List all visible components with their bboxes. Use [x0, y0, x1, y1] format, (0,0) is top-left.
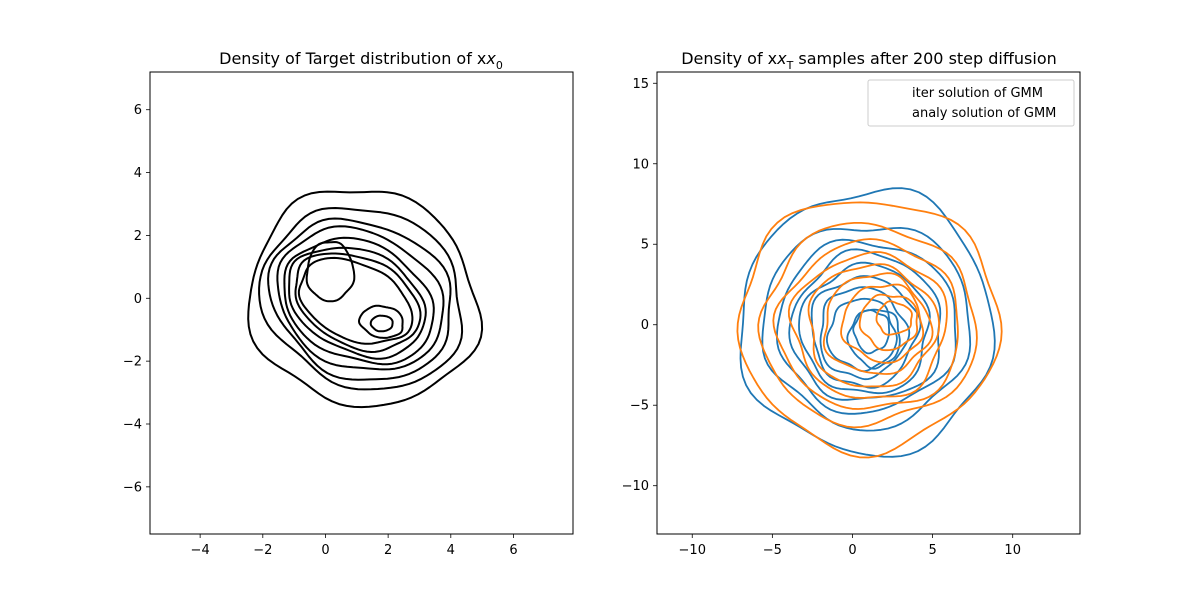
left-x-tick-label: −2	[253, 543, 272, 558]
right-y-tick-label: 15	[632, 77, 649, 92]
left-y-tick-label: 6	[134, 103, 142, 118]
right-contour-line-series-2	[822, 272, 934, 375]
right-chart-axes-frame	[656, 71, 1081, 535]
right-y-tick-label: −10	[622, 479, 649, 494]
legend-entry-analy: analy solution of GMM	[912, 106, 1056, 121]
right-contour-line-series-2	[807, 263, 940, 388]
right-contour-line-series-2	[858, 293, 918, 352]
left-y-tick-label: 2	[134, 229, 142, 244]
right-contour-line-series-2	[875, 300, 913, 336]
left-chart-contours	[247, 190, 484, 409]
right-contour-line-series-2	[787, 251, 948, 399]
right-y-tick-label: 0	[641, 318, 649, 333]
left-contour-line	[283, 236, 435, 366]
right-contour-line-series-2	[772, 238, 959, 410]
right-chart-panel: Density of xxT samples after 200 step di…	[622, 49, 1081, 558]
left-contour-line	[369, 314, 394, 333]
left-y-tick-label: −6	[123, 480, 142, 495]
legend: iter solution of GMM analy solution of G…	[867, 79, 1075, 127]
left-x-tick-label: 6	[509, 543, 517, 558]
left-contour-line	[258, 207, 464, 391]
right-x-tick-label: −5	[763, 543, 782, 558]
left-y-tick-label: 0	[134, 292, 142, 307]
right-contour-line-series-1	[826, 297, 898, 373]
left-x-tick-label: 4	[447, 543, 455, 558]
right-chart-ticks: −10 −5 0 5 10 −10 −5 0 5 10 15	[622, 77, 1021, 558]
right-contour-line-series-1	[819, 286, 911, 381]
left-y-tick-label: −2	[123, 355, 142, 370]
left-contour-line	[305, 241, 356, 303]
right-contour-line-series-1	[776, 238, 957, 415]
right-y-tick-label: 5	[641, 238, 649, 253]
left-chart-ticks: −4 −2 0 2 4 6 −6 −4 −2 0 2 4 6	[123, 103, 518, 558]
left-contour-line	[276, 225, 445, 371]
left-x-tick-label: −4	[191, 543, 210, 558]
left-contour-line	[358, 304, 404, 339]
left-contour-line	[288, 246, 427, 360]
left-x-tick-label: 2	[384, 543, 392, 558]
left-contour-line	[247, 190, 484, 409]
right-contour-line-series-1	[739, 187, 996, 458]
right-contour-line-series-1	[798, 261, 931, 395]
right-y-tick-label: −5	[630, 399, 649, 414]
left-y-tick-label: −4	[123, 418, 142, 433]
left-chart-panel: Density of Target distribution of xx0 −4…	[123, 49, 574, 558]
right-contour-line-series-2	[736, 201, 1003, 459]
right-contour-line-series-1	[761, 227, 972, 432]
right-x-tick-label: −10	[679, 543, 706, 558]
left-x-tick-label: 0	[321, 543, 329, 558]
left-chart-title: Density of Target distribution of xx0	[219, 49, 503, 72]
right-contour-line-series-1	[788, 248, 942, 401]
right-contour-line-series-2	[840, 283, 925, 364]
right-x-tick-label: 10	[1004, 543, 1021, 558]
right-x-tick-label: 5	[928, 543, 936, 558]
right-x-tick-label: 0	[848, 543, 856, 558]
left-contour-line	[297, 256, 414, 345]
left-contour-line	[267, 217, 452, 381]
left-y-tick-label: 4	[134, 166, 142, 181]
right-y-tick-label: 10	[632, 157, 649, 172]
right-chart-contours	[736, 187, 1003, 459]
right-contour-line-series-2	[757, 222, 978, 429]
right-chart-title: Density of xxT samples after 200 step di…	[681, 49, 1057, 72]
left-contour-line	[294, 252, 422, 353]
legend-entry-iter: iter solution of GMM	[912, 86, 1043, 101]
left-chart-axes-frame	[149, 71, 574, 535]
legend-box	[867, 79, 1075, 127]
